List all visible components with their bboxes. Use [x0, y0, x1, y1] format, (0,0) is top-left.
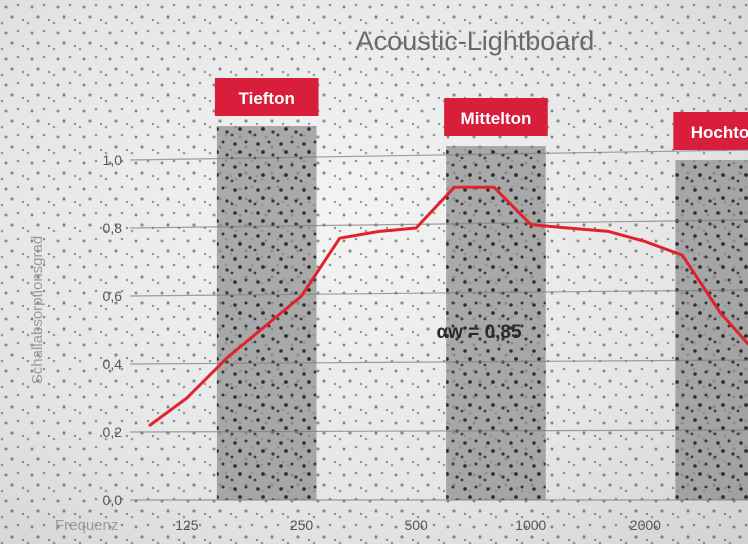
band-tiefton: Tiefton: [214, 78, 319, 500]
gridline: [129, 219, 748, 229]
band-label-background: [214, 78, 319, 116]
band-label-background: [673, 112, 748, 150]
frequency-bands: Tiefton Mittelton Hochton: [214, 78, 748, 500]
series-layer: [148, 185, 748, 427]
gridline: [129, 149, 748, 161]
y-axis-label: Schallabsorptionsgrad: [29, 236, 46, 384]
gridline: [129, 429, 748, 433]
x-tick-label: 125: [175, 517, 199, 533]
series-line: [148, 185, 748, 427]
x-axis-ticks: 125 250 500 1000 2000: [175, 517, 661, 533]
y-tick-label: 0,2: [103, 424, 123, 440]
y-axis-ticks: 0,0 0,2 0,4 0,6 0,8 1,0: [103, 152, 123, 508]
y-tick-label: 0,8: [103, 220, 123, 236]
band-perforation: [216, 126, 317, 500]
x-tick-label: 250: [290, 517, 314, 533]
y-tick-label: 0,6: [103, 288, 123, 304]
y-tick-label: 0,4: [103, 356, 123, 372]
y-tick-label: 0,0: [103, 492, 123, 508]
band-label-background: [444, 98, 548, 136]
x-tick-label: 500: [404, 517, 428, 533]
gridline: [129, 359, 748, 365]
gridline: [129, 289, 748, 297]
band-perforation: [446, 146, 546, 500]
gridlines: [129, 149, 748, 501]
alpha-w-annotation: αw = 0,85: [436, 322, 522, 343]
band-label: Mittelton: [461, 109, 532, 128]
band-hochton: Hochton: [673, 112, 748, 500]
band-mittelton: Mittelton: [444, 98, 548, 500]
x-tick-label: 1000: [515, 517, 546, 533]
y-tick-label: 1,0: [103, 152, 123, 168]
x-tick-label: 2000: [630, 517, 661, 533]
band-label: Tiefton: [239, 89, 295, 108]
x-axis-label: Frequenz: [55, 517, 118, 534]
band-label: Hochton: [691, 123, 748, 142]
chart-title: Acoustic-Lightboard: [356, 26, 595, 56]
